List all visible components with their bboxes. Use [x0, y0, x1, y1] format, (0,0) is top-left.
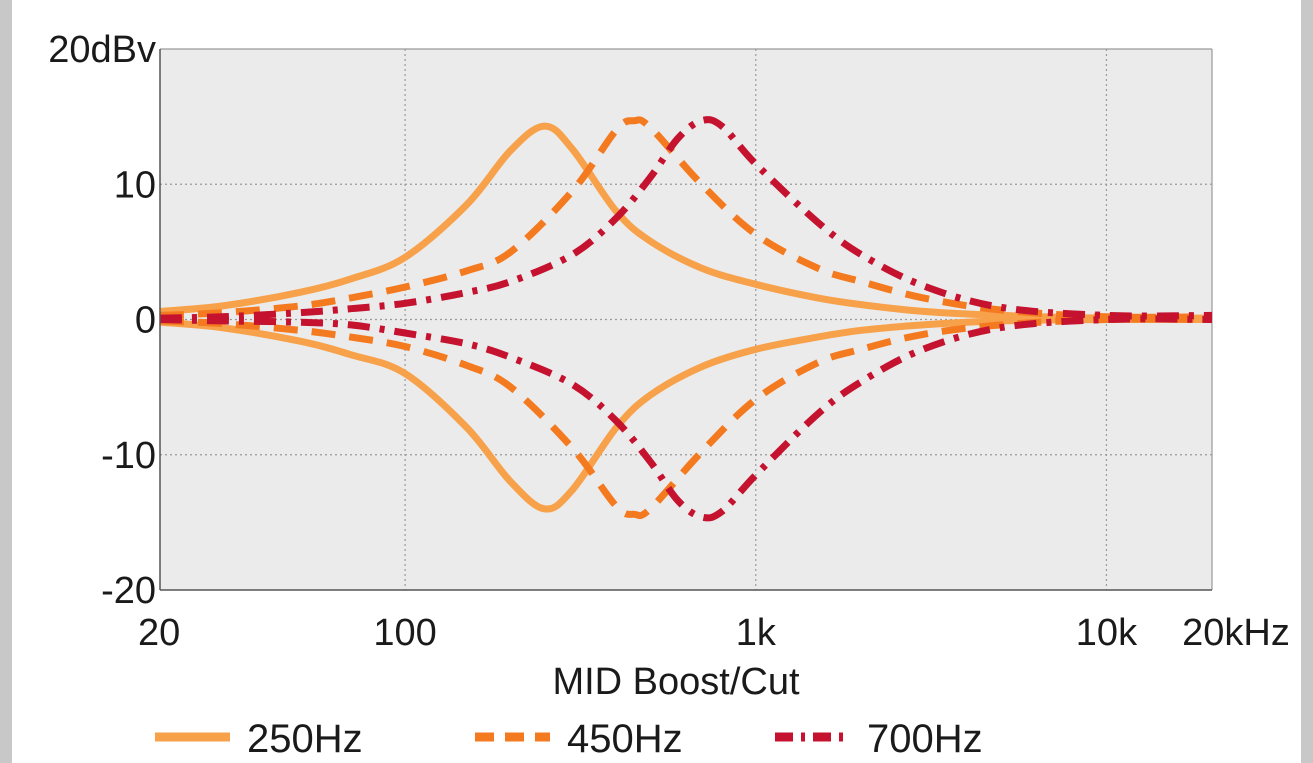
series-250Hz-cut-line: [159, 315, 1213, 513]
series-layer: [159, 116, 1213, 522]
x-tick-label: 10k: [1076, 612, 1138, 654]
y-tick-labels: 20dBv 10 0 -10 -20: [48, 29, 156, 612]
series-700Hz-cut-line: [159, 315, 1213, 522]
legend-label-450Hz: 450Hz: [567, 717, 683, 761]
y-tick-label: 20dBv: [48, 29, 156, 71]
legend: 250Hz 450Hz 700Hz: [155, 717, 983, 761]
x-tick-label: 1k: [736, 612, 777, 654]
series-250Hz-boost-line: [159, 122, 1213, 322]
x-tick-label: 20kHz: [1182, 612, 1290, 654]
y-tick-label: 0: [135, 300, 156, 342]
x-tick-label: 100: [373, 612, 436, 654]
x-tick-labels: 20 100 1k 10k 20kHz: [138, 612, 1290, 654]
x-tick-label: 20: [138, 612, 180, 654]
legend-label-700Hz: 700Hz: [867, 717, 983, 761]
series-450Hz-boost-line: [159, 116, 1213, 321]
y-tick-label: -20: [101, 570, 156, 612]
y-tick-label: 10: [114, 164, 156, 206]
series-450Hz-cut-line: [159, 315, 1213, 520]
y-tick-label: -10: [101, 435, 156, 477]
series-700Hz-boost-line: [159, 116, 1213, 322]
x-axis-title: MID Boost/Cut: [552, 661, 800, 703]
legend-label-250Hz: 250Hz: [247, 717, 363, 761]
